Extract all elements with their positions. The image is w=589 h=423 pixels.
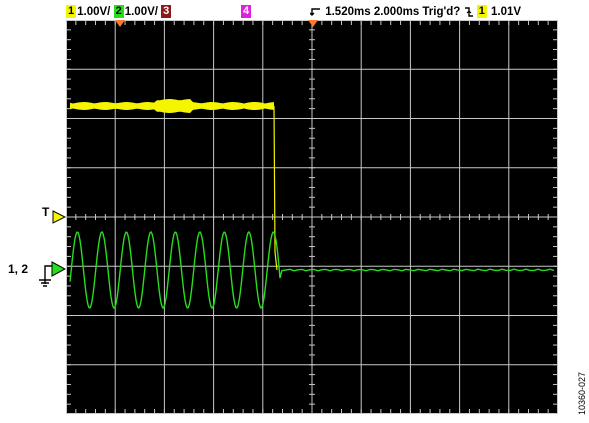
trigger-position-marker xyxy=(308,20,318,27)
scope-screen xyxy=(65,19,559,415)
ch1-scale: 1.00V/ xyxy=(77,6,111,18)
trig-level: 1.01V xyxy=(491,6,522,18)
trig-ch-badge: 1 xyxy=(476,5,487,18)
ground-icon xyxy=(39,261,66,287)
trig-status: Trig'd? xyxy=(422,6,461,18)
figure-code: 10360-027 xyxy=(577,372,587,416)
graticule-ticks xyxy=(65,19,559,415)
timebase-readout: 1.520ms 2.000ms Trig'd? 1 1.01V xyxy=(309,5,522,19)
trig-position: 1.520ms xyxy=(325,6,371,18)
ch2-scale: 1.00V/ xyxy=(124,6,158,18)
ch4-readout: 4 xyxy=(241,5,252,19)
ch4-badge: 4 xyxy=(241,5,252,18)
ch2-trace xyxy=(69,230,555,310)
trig-pos-icon xyxy=(309,5,322,17)
ch3-badge: 3 xyxy=(161,5,172,18)
ch1-badge: 1 xyxy=(66,5,77,18)
trigger-level-marker xyxy=(52,210,66,224)
trigger-level-label: T xyxy=(42,205,50,219)
ch2-badge: 2 xyxy=(113,5,124,18)
timebase: 2.000ms xyxy=(373,6,420,18)
pretrigger-marker xyxy=(115,20,125,27)
ch1-noise-band xyxy=(70,99,274,113)
ch-settings-readout: 1 1.00V/ 2 1.00V/ 3 xyxy=(66,5,172,19)
channel-ground-label: 1, 2 xyxy=(8,262,29,276)
trig-edge-icon xyxy=(464,5,474,17)
scope-display xyxy=(65,19,559,415)
